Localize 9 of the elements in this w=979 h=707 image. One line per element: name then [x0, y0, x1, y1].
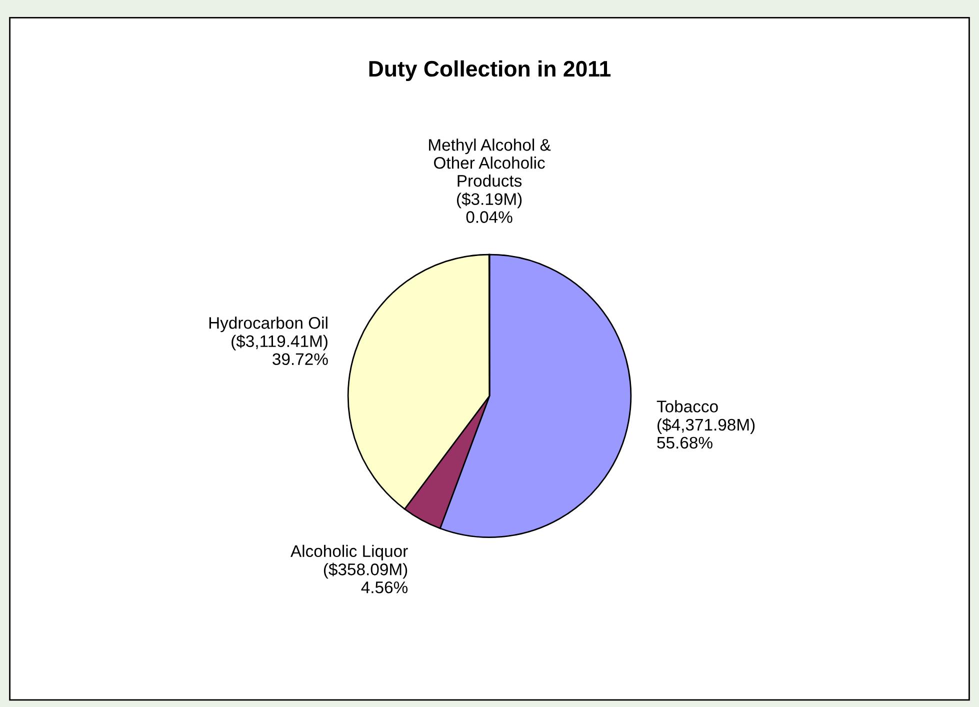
slice-label: Alcoholic Liquor: [290, 544, 408, 560]
data-label: ($4,371.98M) 55.68%: [657, 418, 755, 449]
data-label: ($3,119.41M) 39.72%: [232, 334, 328, 366]
slice-label: Methyl Alcohol & Other Alcoholic Products: [429, 138, 551, 187]
chart-title: Duty Collection in 2011: [369, 60, 611, 82]
data-label: ($358.09M) 4.56%: [324, 562, 408, 594]
slice-label: Hydrocarbon Oil: [209, 316, 328, 332]
slice-label: Tobacco: [656, 400, 718, 412]
data-label: ($3.19M) 0.04%: [456, 192, 522, 223]
